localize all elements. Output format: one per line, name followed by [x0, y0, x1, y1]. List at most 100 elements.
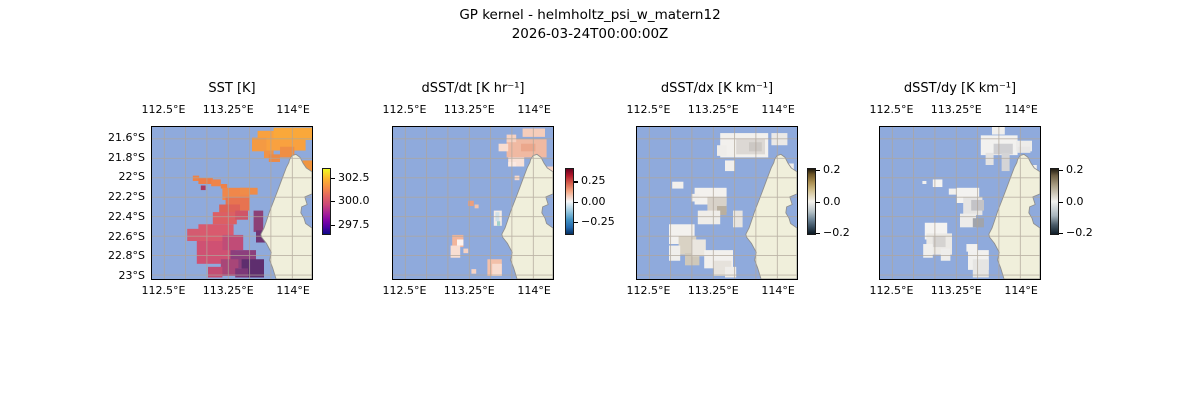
data-patch	[672, 181, 684, 189]
panel-title-dsst_dt: dSST/dt [K hr⁻¹]	[421, 81, 525, 96]
x-tick-label-bottom: 113.25°E	[443, 284, 495, 297]
data-patch	[669, 245, 681, 261]
panel-dsst_dx: dSST/dx [K km⁻¹] 112.5°E 113.25°E 114°E 112.…	[626, 0, 849, 400]
data-patch	[749, 142, 762, 152]
colorbar-tick	[331, 200, 335, 203]
map-canvas-dsst_dt	[393, 127, 553, 279]
data-patch	[208, 266, 223, 278]
graticule	[880, 127, 1040, 279]
data-patch	[725, 266, 737, 278]
map-canvas-sst	[152, 127, 312, 279]
colorbar-tick-label: −0.25	[581, 214, 615, 228]
data-patch	[192, 175, 200, 181]
colorbar-tick-label: −0.2	[823, 225, 850, 239]
x-tick-label-top: 114°E	[761, 103, 795, 116]
colorbar-tick	[1059, 232, 1063, 235]
x-tick-label-bottom: 113.25°E	[202, 284, 254, 297]
data-patch	[198, 177, 213, 184]
data-patch	[922, 180, 927, 184]
x-tick-label-bottom: 114°E	[517, 284, 551, 297]
figure-title-line1: GP kernel - helmholtz_psi_w_matern12	[459, 7, 721, 23]
data-patch	[200, 185, 206, 191]
data-patch	[252, 137, 267, 152]
data-patch	[932, 179, 943, 188]
figure-title-line2: 2026-03-24T00:00:00Z	[511, 26, 669, 42]
data-patch	[1017, 146, 1031, 153]
colorbar-tick-label: 300.0	[338, 193, 370, 207]
colorbar-tick-label: 0.0	[1066, 194, 1084, 208]
data-patch	[302, 160, 312, 173]
data-patch	[733, 210, 743, 228]
colorbar-dsst_dt: 0.25 0.00 −0.25	[565, 168, 615, 235]
data-patch	[222, 234, 244, 251]
colorbar-tick-label: 0.2	[1066, 163, 1084, 177]
x-tick-label-bottom: 112.5°E	[141, 284, 186, 297]
x-tick-label-top: 114°E	[276, 103, 310, 116]
colorbar-tick	[1059, 201, 1063, 203]
graticule	[152, 127, 312, 279]
y-tick-label: 23°S	[118, 268, 145, 282]
y-tick-label: 22.2°S	[108, 190, 145, 204]
data-patch	[691, 193, 700, 202]
x-tick-label-top: 114°E	[517, 103, 551, 116]
colorbar-tick	[816, 201, 820, 203]
data-patch	[966, 244, 978, 252]
map-dsst_dt	[392, 126, 554, 280]
data-patch	[985, 152, 994, 165]
panel-title-dsst_dy: dSST/dy [K km⁻¹]	[903, 81, 1017, 96]
colorbar-dsst_dx: 0.2 0.0 −0.2	[807, 163, 850, 239]
colorbar-tick-label: 0.0	[823, 194, 841, 208]
data-patch	[264, 150, 274, 159]
data-patch	[717, 206, 727, 216]
x-tick-label-top: 112.5°E	[141, 103, 186, 116]
data-patch	[992, 127, 1005, 135]
data-patch	[253, 210, 264, 232]
data-patch	[506, 134, 517, 143]
x-tick-label-top: 113.25°E	[443, 103, 495, 116]
colorbar-tick	[816, 232, 820, 235]
colorbar-tick	[1059, 170, 1063, 172]
data-patch	[211, 179, 221, 187]
colorbar-sst: 302.5 300.0 297.5	[322, 168, 370, 235]
x-tick-label-bottom: 114°E	[1004, 284, 1038, 297]
data-patch	[235, 268, 248, 278]
data-patch	[993, 143, 1013, 155]
x-tick-label-top: 114°E	[1004, 103, 1038, 116]
x-tick-label-bottom: 113.25°E	[687, 284, 739, 297]
data-patch	[187, 228, 200, 241]
x-tick-label-bottom: 112.5°E	[382, 284, 427, 297]
data-patch	[697, 210, 721, 225]
data-patch	[497, 221, 501, 226]
data-patch	[1001, 152, 1010, 172]
x-tick-label-bottom: 114°E	[761, 284, 795, 297]
map-sst	[151, 126, 313, 280]
colorbar-tick-label: 0.00	[581, 194, 606, 208]
y-tick-label: 22.6°S	[108, 229, 145, 243]
data-patch	[1016, 140, 1032, 152]
data-patch	[219, 204, 240, 216]
x-tick-label-top: 113.25°E	[930, 103, 982, 116]
data-patch	[940, 248, 951, 261]
colorbar-tick	[816, 170, 820, 172]
map-dsst_dy	[879, 126, 1041, 280]
x-tick-label-bottom: 113.25°E	[930, 284, 982, 297]
y-tick-label: 21.8°S	[108, 150, 145, 164]
x-tick-label-bottom: 112.5°E	[869, 284, 914, 297]
data-patch	[972, 259, 989, 278]
data-patch	[972, 218, 984, 228]
data-patch	[212, 212, 237, 225]
data-patch	[522, 128, 545, 137]
data-patch	[498, 143, 509, 152]
panel-sst: SST [K] 112.5°E 113.25°E 114°E 112.5°E 113.25…	[141, 0, 369, 400]
panel-title-sst: SST [K]	[208, 81, 256, 96]
graticule	[393, 127, 553, 279]
y-tick-label: 21.6°S	[108, 131, 145, 144]
colorbar-dsst_dy: 0.2 0.0 −0.2	[1050, 163, 1093, 239]
panel-dsst_dt: dSST/dt [K hr⁻¹] 112.5°E 113.25°E 114°E 112.…	[382, 0, 614, 400]
data-patch	[474, 204, 479, 209]
y-tick-label: 22°S	[118, 170, 145, 184]
colorbar-tick-label: 0.25	[581, 174, 606, 188]
data-patch	[492, 263, 502, 276]
data-patch	[280, 146, 295, 158]
map-canvas-dsst_dy	[880, 127, 1040, 279]
